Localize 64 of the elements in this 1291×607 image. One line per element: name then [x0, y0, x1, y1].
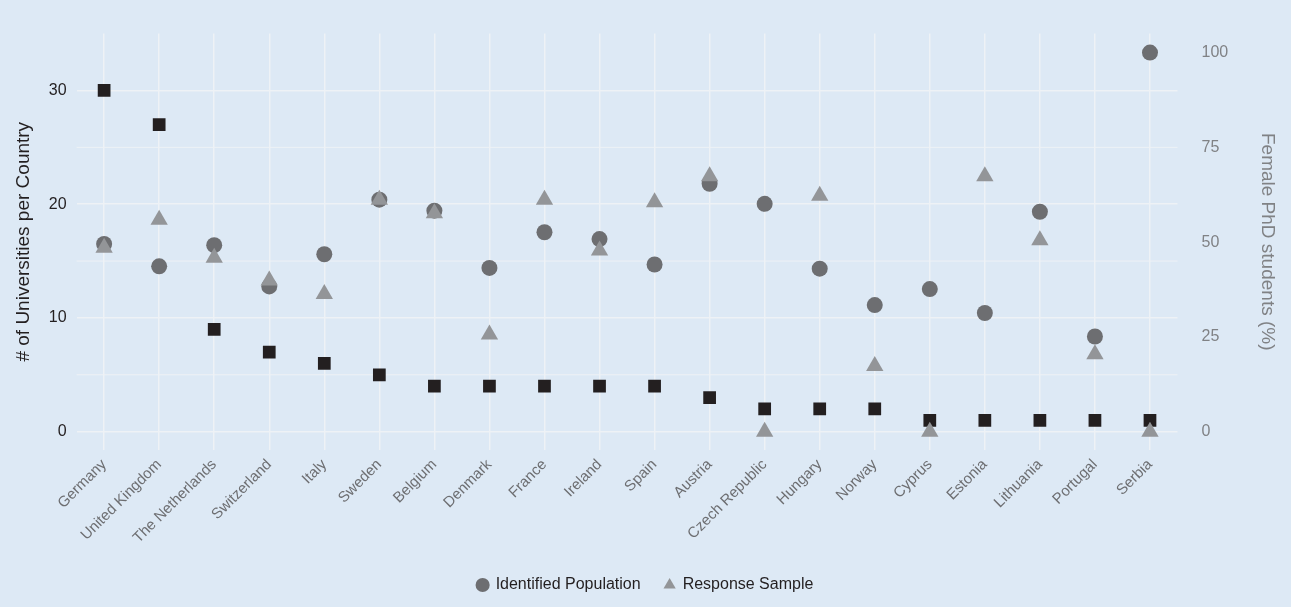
y2-axis-title: Female PhD students (%)	[1258, 132, 1280, 351]
point	[481, 259, 498, 276]
y-tick-label: 30	[48, 80, 67, 98]
y-tick-label: 20	[48, 194, 67, 212]
point	[206, 237, 223, 254]
point	[590, 240, 609, 256]
point	[428, 379, 441, 393]
point	[1086, 328, 1103, 345]
point	[262, 345, 276, 359]
point	[811, 185, 829, 201]
y2-tick-label: 50	[1201, 232, 1220, 250]
point	[1088, 413, 1102, 427]
x-tick-label: Italy	[297, 454, 330, 487]
point	[1033, 413, 1047, 427]
point	[866, 356, 884, 372]
point	[97, 84, 111, 97]
y-axis-title: # of Universities per Country	[11, 121, 33, 362]
point	[1141, 421, 1159, 437]
point	[317, 357, 331, 370]
point	[646, 256, 663, 273]
legend-label: Response Sample	[682, 575, 814, 593]
point	[152, 118, 166, 131]
point	[700, 166, 719, 182]
point	[1141, 44, 1158, 61]
point	[756, 421, 774, 437]
point	[483, 379, 496, 393]
point	[260, 270, 278, 286]
y2-tick-label: 0	[1201, 422, 1211, 440]
point	[1086, 344, 1104, 360]
point	[923, 413, 937, 427]
legend-label: Identified Population	[495, 575, 641, 593]
point	[976, 166, 994, 182]
y2-tick-label: 75	[1201, 137, 1220, 155]
y-tick-label: 10	[48, 308, 67, 326]
point	[645, 192, 664, 208]
point	[593, 379, 606, 393]
point	[207, 322, 221, 336]
y2-tick-label: 100	[1201, 42, 1229, 60]
point	[756, 195, 773, 212]
point	[205, 247, 223, 263]
y2-tick-label: 25	[1201, 327, 1220, 345]
point	[921, 281, 938, 298]
point	[978, 413, 992, 427]
point	[811, 260, 828, 277]
point	[758, 402, 772, 416]
point	[976, 305, 993, 321]
point	[372, 368, 386, 382]
point	[1031, 230, 1049, 246]
point	[868, 402, 882, 416]
point	[535, 189, 554, 205]
point	[150, 209, 168, 225]
point	[866, 297, 883, 314]
point	[480, 324, 499, 340]
point	[316, 246, 333, 263]
point	[703, 391, 716, 404]
point	[813, 402, 827, 416]
point	[315, 284, 333, 300]
point	[538, 379, 551, 393]
point	[648, 379, 661, 393]
y-tick-label: 0	[57, 422, 67, 440]
point	[536, 224, 553, 241]
point	[151, 258, 168, 275]
point	[921, 421, 939, 437]
point	[1031, 203, 1048, 220]
